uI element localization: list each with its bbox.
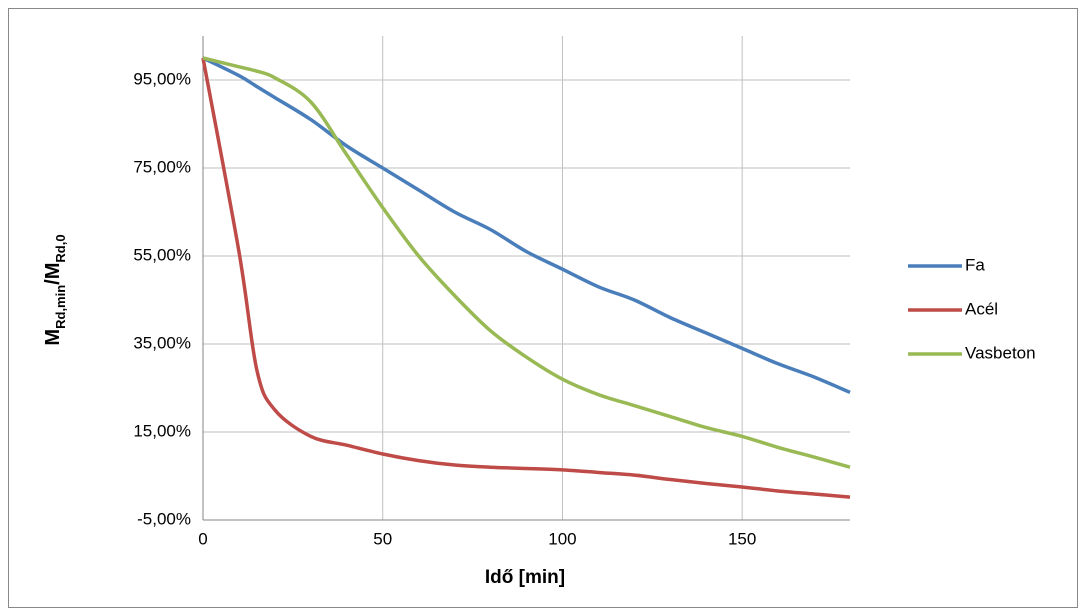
y-axis-title-part: Rd,min — [53, 285, 68, 329]
y-tick-label: 35,00% — [133, 333, 191, 352]
x-tick-label: 100 — [548, 529, 576, 548]
y-tick-label: 55,00% — [133, 245, 191, 264]
y-axis-title-part: Rd,0 — [53, 234, 68, 262]
x-tick-label: 0 — [198, 529, 207, 548]
y-tick-label: -5,00% — [137, 509, 191, 528]
y-tick-label: 75,00% — [133, 157, 191, 176]
y-tick-label: 95,00% — [133, 69, 191, 88]
legend-label: Acél — [965, 299, 998, 318]
series-line — [201, 57, 851, 499]
series-line — [202, 56, 851, 469]
x-tick-label: 50 — [373, 529, 392, 548]
legend-label: Vasbeton — [965, 343, 1036, 362]
x-tick-label: 150 — [728, 529, 756, 548]
x-axis-title: Idő [min] — [485, 567, 565, 588]
legend-label: Fa — [965, 255, 985, 274]
y-axis-title-part: M — [42, 329, 64, 346]
y-axis-title-part: /M — [42, 263, 64, 285]
y-axis-title: MRd,min/MRd,0 — [42, 234, 68, 345]
y-tick-label: 15,00% — [133, 421, 191, 440]
series-line — [202, 56, 851, 395]
chart-frame — [8, 8, 1078, 608]
